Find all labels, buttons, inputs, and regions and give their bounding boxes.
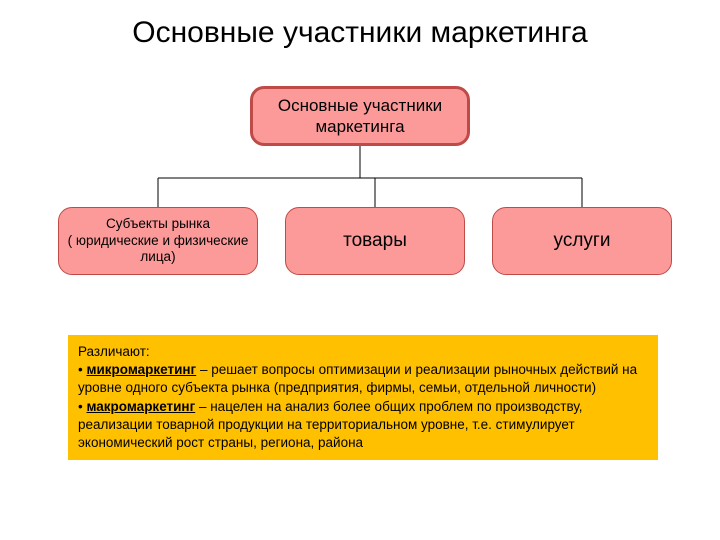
- tree-root-node: Основные участникимаркетинга: [250, 86, 470, 146]
- tree-child-node-1: товары: [285, 207, 465, 275]
- slide-title: Основные участники маркетинга: [0, 16, 720, 50]
- description-item: • микромаркетинг – решает вопросы оптими…: [78, 362, 637, 395]
- tree-child-node-0: Субъекты рынка( юридические и физические…: [58, 207, 258, 275]
- description-lead: Различают:: [78, 344, 150, 359]
- tree-child-node-2: услуги: [492, 207, 672, 275]
- tree-child-label: товары: [343, 229, 407, 253]
- description-item: • макромаркетинг – нацелен на анализ бол…: [78, 399, 583, 450]
- tree-child-label: услуги: [554, 229, 611, 253]
- tree-child-label: Субъекты рынка( юридические и физические…: [68, 216, 249, 267]
- description-box: Различают: • микромаркетинг – решает воп…: [68, 335, 658, 460]
- tree-root-label: Основные участникимаркетинга: [278, 95, 442, 138]
